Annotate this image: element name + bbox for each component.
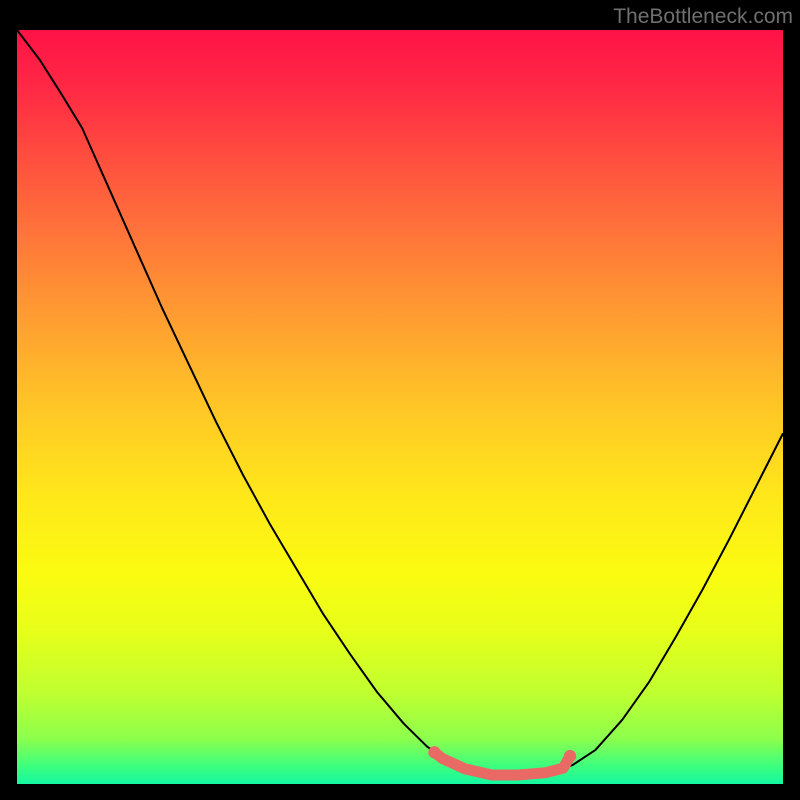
highlight-dot-start [428, 746, 440, 758]
chart-plot-area [17, 30, 783, 784]
chart-svg-layer [17, 30, 783, 784]
highlight-dot-end [564, 750, 576, 762]
watermark-text: TheBottleneck.com [613, 5, 793, 29]
highlight-segment [434, 752, 570, 775]
bottleneck-curve [17, 30, 783, 775]
